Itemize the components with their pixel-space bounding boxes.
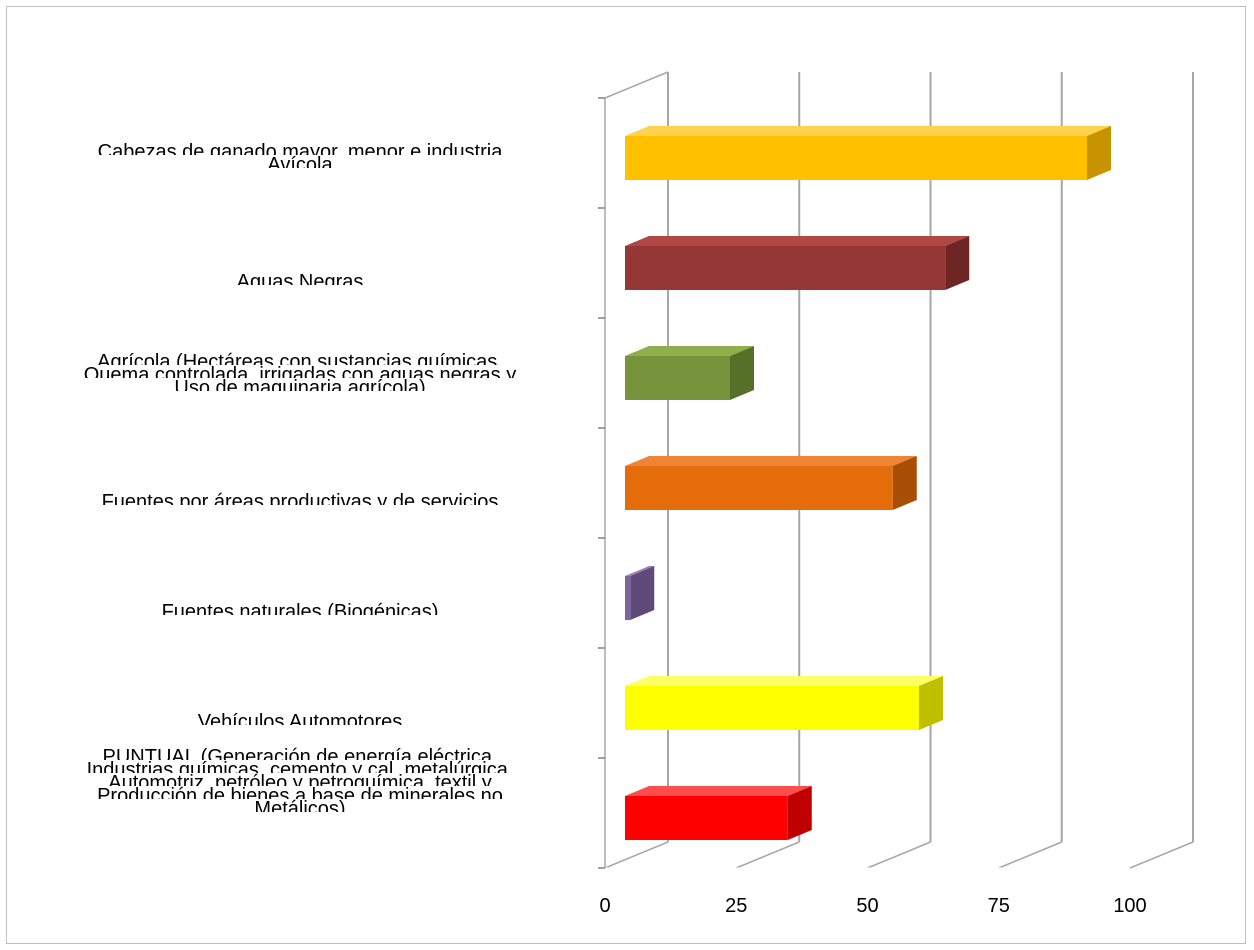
bar-front-3 — [625, 466, 893, 510]
category-label-line: Fuentes naturales (Biogénicas) — [161, 602, 439, 615]
bar-top-2 — [625, 346, 754, 356]
bar-front-1 — [625, 246, 946, 290]
bar-front-6 — [625, 796, 788, 840]
category-label-line: Metálicos) — [254, 799, 346, 812]
floor-line-4 — [1129, 841, 1194, 869]
x-tick-label-2: 50 — [856, 895, 878, 917]
floor-line-3 — [998, 841, 1063, 869]
bar-0 — [625, 126, 1111, 180]
bar-3 — [625, 456, 917, 510]
x-tick-label-4: 100 — [1113, 895, 1146, 917]
bar-6 — [625, 786, 812, 840]
bar-side-4 — [630, 566, 655, 620]
bar-1 — [625, 236, 970, 290]
category-label-0: Cabezas de ganado mayor, menor e industr… — [20, 142, 580, 168]
category-label-1: Aguas Negras — [20, 272, 580, 285]
bar-5 — [625, 676, 943, 730]
x-tick-label-1: 25 — [725, 895, 747, 917]
category-label-line: Industrias químicas, cemento y cal, meta… — [86, 760, 514, 773]
category-label-5: Vehículos Automotores — [20, 712, 580, 725]
bar-top-3 — [625, 456, 917, 466]
category-label-line: Aguas Negras — [236, 272, 364, 285]
bar-top-1 — [625, 236, 970, 246]
floor-line-1 — [735, 841, 800, 869]
left-wall-top — [604, 71, 669, 99]
category-label-3: Fuentes por áreas productivas y de servi… — [20, 492, 580, 505]
bar-front-4 — [625, 576, 631, 620]
bar-2 — [625, 346, 754, 400]
bar-top-4 — [625, 566, 655, 576]
floor-line-2 — [867, 841, 931, 869]
category-label-line: Avícola — [267, 155, 333, 168]
bar-side-1 — [945, 236, 970, 290]
category-label-2: Agrícola (Hectáreas con sustancias quími… — [20, 352, 580, 391]
bar-side-5 — [919, 676, 943, 730]
category-label-line: Cabezas de ganado mayor, menor e industr… — [97, 142, 503, 155]
bar-side-2 — [730, 346, 754, 400]
category-label-6: PUNTUAL (Generación de energía eléctrica… — [20, 747, 580, 812]
category-label-line: PUNTUAL (Generación de energía eléctrica… — [102, 747, 498, 760]
category-label-4: Fuentes naturales (Biogénicas) — [20, 602, 580, 615]
bar-top-0 — [625, 126, 1111, 136]
category-label-line: Fuentes por áreas productivas y de servi… — [101, 492, 499, 505]
bar-4 — [625, 566, 655, 620]
category-label-line: Uso de maquinaria agrícola) — [174, 378, 426, 391]
category-label-line: Vehículos Automotores — [197, 712, 403, 725]
bar-side-0 — [1087, 126, 1111, 180]
bar-side-6 — [787, 786, 812, 840]
chart-frame — [6, 6, 1246, 944]
bar-front-0 — [625, 136, 1087, 180]
bar-top-6 — [625, 786, 812, 796]
category-label-line: Agrícola (Hectáreas con sustancias quími… — [97, 352, 503, 365]
category-label-line: Producción de bienes a base de minerales… — [97, 786, 503, 799]
floor-line-0 — [604, 841, 669, 869]
x-tick-label-3: 75 — [988, 895, 1010, 917]
category-label-line: Automotriz, petróleo y petroquímica, tex… — [108, 773, 492, 786]
bar-front-5 — [625, 686, 919, 730]
bar-side-3 — [892, 456, 917, 510]
bar-top-5 — [625, 676, 943, 686]
x-tick-label-0: 0 — [599, 895, 610, 917]
bar-front-2 — [625, 356, 730, 400]
category-label-line: Quema controlada, irrigadas con aguas ne… — [83, 365, 517, 378]
